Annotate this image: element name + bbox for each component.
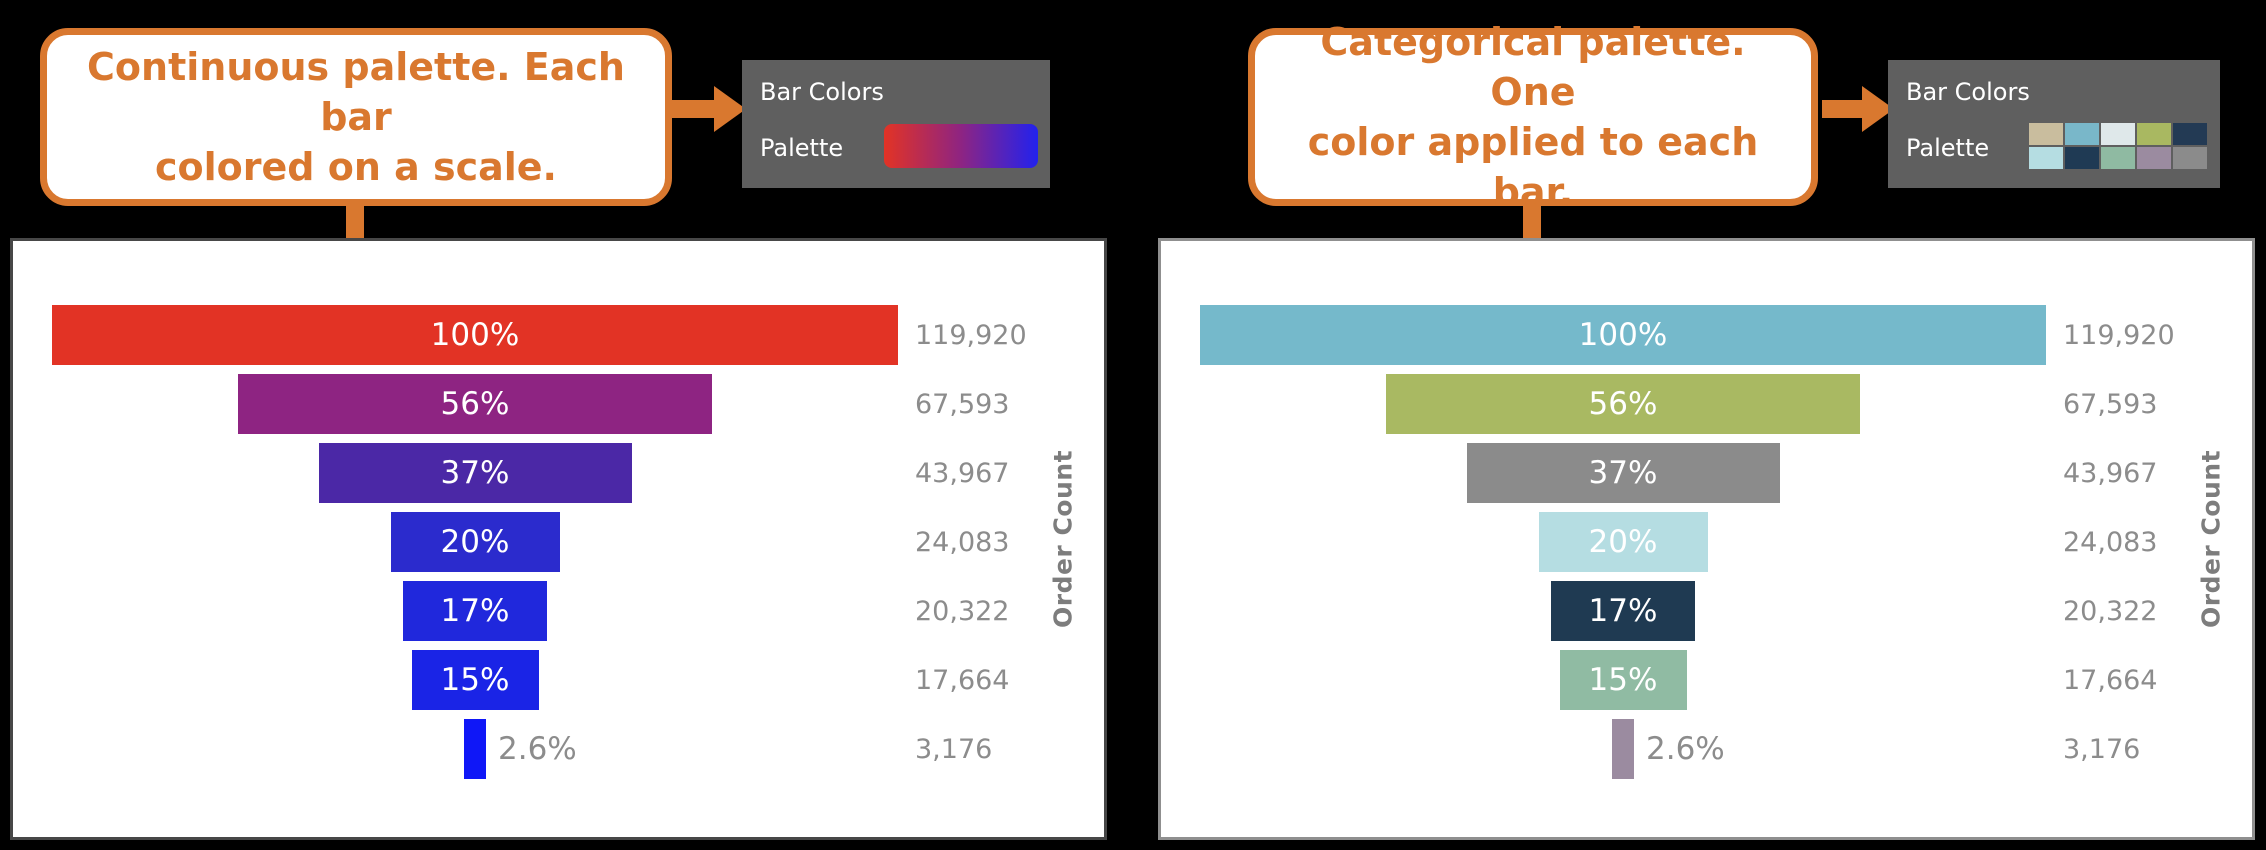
callout-categorical-palette: Categorical palette. One color applied t… — [1248, 20, 1818, 214]
callout-text-line: Continuous palette. Each bar — [87, 44, 625, 139]
categorical-palette-swatch[interactable] — [2026, 122, 2210, 170]
bar-value-label: 43,967 — [2063, 457, 2158, 489]
bar-value-label: 24,083 — [915, 526, 1010, 558]
bar-percent-label: 15% — [440, 662, 510, 698]
funnel-bars-area: 100% 119,920 56% 67,593 37% 43,967 20% 24,083 17… — [13, 241, 1104, 837]
callout-text-line: color applied to each bar. — [1307, 120, 1759, 215]
bar-percent-label: 20% — [440, 524, 510, 560]
bar-percent-label: 100% — [430, 317, 520, 353]
bar-percent-label: 2.6% — [1646, 731, 1725, 767]
palette-color-cell — [2173, 147, 2207, 169]
funnel-bar: 37% — [1466, 443, 1780, 503]
bar-value-label: 20,322 — [2063, 595, 2158, 627]
funnel-bar: 17% — [403, 581, 547, 641]
funnel-bar: 17% — [1551, 581, 1695, 641]
palette-color-cell — [2173, 123, 2207, 145]
bar-percent-label: 100% — [1578, 317, 1668, 353]
funnel-bar: 100% — [52, 305, 898, 365]
callout-text-line: colored on a scale. — [155, 145, 557, 190]
bar-percent-label: 37% — [440, 455, 510, 491]
funnel-bar: 56% — [1386, 374, 1860, 434]
palette-label: Palette — [760, 134, 844, 162]
bar-percent-label: 37% — [1588, 455, 1658, 491]
bar-value-label: 43,967 — [915, 457, 1010, 489]
funnel-bar — [1612, 719, 1634, 779]
funnel-bar: 15% — [411, 650, 539, 710]
arrow-right-icon — [672, 100, 716, 118]
bar-value-label: 24,083 — [2063, 526, 2158, 558]
panel-title: Bar Colors — [760, 78, 884, 106]
callout-text-line: Categorical palette. One — [1320, 19, 1746, 114]
panel-title: Bar Colors — [1906, 78, 2030, 106]
palette-color-cell — [2137, 123, 2171, 145]
funnel-bar: 100% — [1200, 305, 2046, 365]
funnel-bar: 56% — [238, 374, 712, 434]
funnel-chart-categorical: 100% 119,920 56% 67,593 37% 43,967 20% 24,083 17… — [1158, 238, 2255, 840]
funnel-chart-continuous: 100% 119,920 56% 67,593 37% 43,967 20% 24,083 17… — [10, 238, 1107, 840]
palette-color-cell — [2029, 123, 2063, 145]
y-axis-label: Order Count — [1048, 449, 1078, 629]
bar-value-label: 67,593 — [2063, 388, 2158, 420]
y-axis-label: Order Count — [2196, 449, 2226, 629]
bar-value-label: 17,664 — [915, 664, 1010, 696]
palette-color-cell — [2065, 147, 2099, 169]
bar-value-label: 119,920 — [915, 319, 1027, 351]
palette-color-cell — [2101, 147, 2135, 169]
bar-percent-label: 17% — [1588, 593, 1658, 629]
funnel-bar: 20% — [1538, 512, 1708, 572]
funnel-bar: 37% — [318, 443, 632, 503]
bar-percent-label: 56% — [1588, 386, 1658, 422]
bar-value-label: 3,176 — [2063, 733, 2141, 765]
funnel-bar: 15% — [1559, 650, 1687, 710]
bar-value-label: 3,176 — [915, 733, 993, 765]
bar-percent-label: 2.6% — [498, 731, 577, 767]
funnel-bar — [464, 719, 486, 779]
bar-percent-label: 56% — [440, 386, 510, 422]
arrow-right-icon — [1822, 100, 1864, 118]
palette-color-cell — [2101, 123, 2135, 145]
palette-color-cell — [2065, 123, 2099, 145]
bar-percent-label: 20% — [1588, 524, 1658, 560]
funnel-bar: 20% — [390, 512, 560, 572]
palette-color-cell — [2029, 147, 2063, 169]
callout-continuous-palette: Continuous palette. Each bar colored on … — [40, 28, 672, 206]
bar-value-label: 67,593 — [915, 388, 1010, 420]
arrow-right-icon — [714, 86, 746, 132]
palette-color-cell — [2137, 147, 2171, 169]
palette-label: Palette — [1906, 134, 1990, 162]
bar-colors-panel-categorical: Bar Colors Palette — [1888, 60, 2220, 188]
gradient-palette-swatch[interactable] — [884, 124, 1038, 168]
bar-value-label: 17,664 — [2063, 664, 2158, 696]
funnel-bars-area: 100% 119,920 56% 67,593 37% 43,967 20% 24,083 17… — [1161, 241, 2252, 837]
bar-percent-label: 15% — [1588, 662, 1658, 698]
bar-value-label: 20,322 — [915, 595, 1010, 627]
bar-colors-panel-continuous: Bar Colors Palette — [742, 60, 1050, 188]
bar-percent-label: 17% — [440, 593, 510, 629]
bar-value-label: 119,920 — [2063, 319, 2175, 351]
